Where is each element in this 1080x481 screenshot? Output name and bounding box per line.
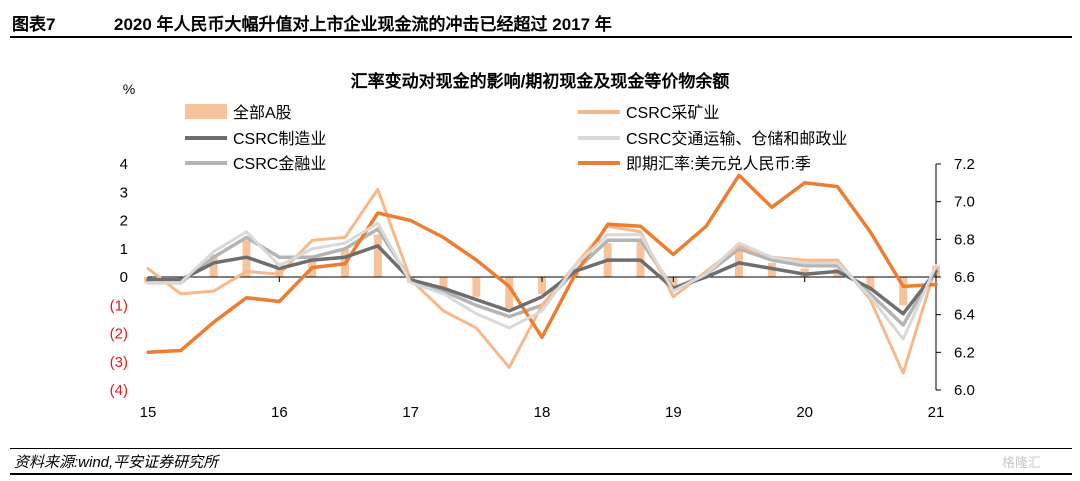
x-tick-label: 16 (271, 404, 288, 421)
legend-label: 即期汇率:美元兑人民币:季 (626, 155, 811, 173)
figure-header: 图表7 2020 年人民币大幅升值对上市企业现金流的冲击已经超过 2017 年 (10, 6, 1072, 38)
legend-label: CSRC采矿业 (626, 104, 719, 122)
legend-label: 全部A股 (233, 104, 292, 122)
y-left-tick-label: 2 (120, 213, 128, 230)
y-right-tick-label: 7.0 (954, 194, 975, 211)
figure-title: 2020 年人民币大幅升值对上市企业现金流的冲击已经超过 2017 年 (114, 15, 612, 34)
y-right-tick-label: 7.2 (954, 156, 975, 173)
x-tick-label: 17 (402, 404, 419, 421)
y-left-tick-label: (4) (110, 382, 128, 399)
legend-label: CSRC交通运输、仓储和邮政业 (626, 130, 847, 148)
x-tick-label: 21 (928, 404, 945, 421)
x-tick-label: 20 (796, 404, 813, 421)
source-note: 资料来源:wind,平安证券研究所 (14, 454, 219, 471)
bar (439, 277, 448, 289)
y-left-tick-label: (1) (110, 297, 128, 314)
footer-bottom-rule (10, 473, 1072, 475)
y-right-tick-label: 6.8 (954, 231, 975, 248)
y-right-tick-label: 6.6 (954, 269, 975, 286)
x-tick-label: 18 (534, 404, 551, 421)
bar (899, 277, 908, 306)
series-line (146, 221, 938, 341)
figure-label: 图表7 (12, 15, 56, 34)
series-line (146, 244, 938, 316)
y-left-tick-label: (2) (110, 326, 128, 343)
bar (866, 277, 875, 292)
chart-title: 汇率变动对现金的影响/期初现金及现金等价物余额 (351, 71, 730, 91)
watermark-logo: 格隆汇 (1002, 455, 1042, 470)
x-tick-label: 19 (665, 404, 682, 421)
legend-label: CSRC制造业 (233, 130, 326, 148)
bar (472, 277, 481, 297)
bar (505, 277, 514, 309)
y-left-tick-label: (3) (110, 354, 128, 371)
series-line (146, 187, 938, 375)
bar (373, 234, 382, 277)
footer-divider (10, 448, 1072, 449)
bar (209, 254, 218, 277)
chart: 汇率变动对现金的影响/期初现金及现金等价物余额%15 16 17 18 19 20 2143… (110, 71, 975, 421)
legend-label: CSRC金融业 (233, 155, 326, 173)
y-left-tick-label: 0 (120, 269, 128, 286)
series-line (146, 173, 938, 355)
legend-swatch-bar (185, 104, 227, 119)
y-left-tick-label: 4 (120, 156, 128, 173)
bar (669, 277, 678, 289)
y-right-tick-label: 6.4 (954, 307, 975, 324)
y-left-unit: % (123, 81, 135, 97)
y-right-tick-label: 6.2 (954, 344, 975, 361)
y-right-tick-label: 6.0 (954, 382, 975, 399)
y-left-tick-label: 1 (120, 241, 128, 258)
x-tick-label: 15 (140, 404, 157, 421)
y-left-tick-label: 3 (120, 184, 128, 201)
bar (538, 277, 546, 294)
